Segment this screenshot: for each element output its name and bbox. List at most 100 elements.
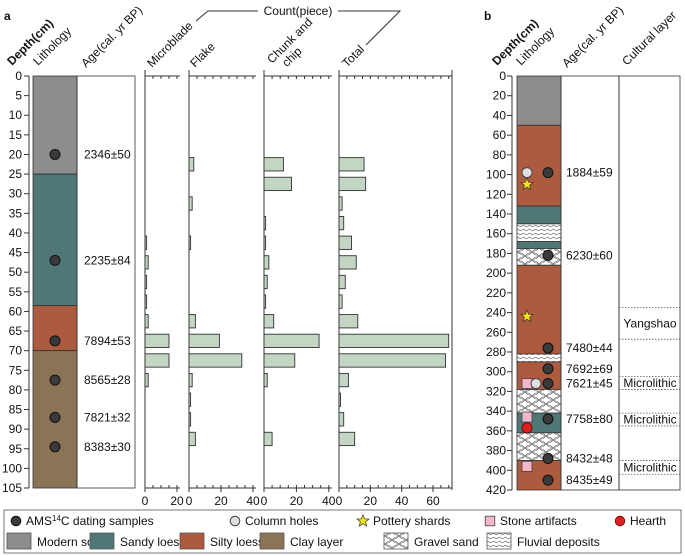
stone-artifact-icon [484, 515, 496, 527]
age-label: 1884±59 [566, 166, 613, 180]
bar [338, 431, 356, 447]
legend: AMS14C dating samples Column holes Pottery… [3, 509, 682, 554]
x-tick-label: 0 [186, 494, 193, 508]
depth-tick-label: 70 [9, 344, 23, 358]
depth-tick-label: 30 [9, 187, 23, 201]
age-label: 8383±30 [84, 440, 131, 454]
bar [144, 274, 148, 290]
lithology-layer-silty-loess [516, 124, 562, 207]
legend-swatch-gravel-sand [383, 532, 409, 550]
stone-artifact-icon [521, 411, 533, 423]
column-hole-icon [229, 515, 241, 527]
legend-label-part: AMS [26, 514, 52, 528]
bar [338, 274, 346, 290]
pottery-shard-icon [520, 309, 534, 323]
depth-tick-label: 25 [9, 167, 23, 181]
depth-tick-label: 20 [9, 147, 23, 161]
legend-label: Sandy loess [120, 535, 185, 549]
bar [263, 157, 284, 172]
depth-tick-label: 105 [2, 481, 22, 495]
bar [188, 372, 193, 388]
stone-artifact-icon [521, 460, 533, 472]
x-tick-label: 20 [214, 494, 228, 508]
bar [338, 372, 349, 388]
x-tick-label: 40 [246, 494, 260, 508]
age-label: 7621±45 [566, 377, 613, 391]
depth-tick-label: 40 [493, 108, 507, 122]
bar [338, 353, 447, 368]
age-label: 8432±48 [566, 451, 613, 465]
ams-dating-sample-icon [49, 441, 61, 453]
x-tick-label: 0 [142, 494, 149, 508]
lithology-layer-sandy-loess [516, 205, 562, 225]
bar [263, 216, 267, 231]
depth-tick-label: 90 [9, 422, 23, 436]
bar-chart-chunk-and-chip: Chunk andchip 0 20 40 [261, 15, 336, 508]
depth-tick-label: 260 [486, 325, 506, 339]
depth-tick-label: 60 [493, 128, 507, 142]
bar [188, 412, 192, 427]
bar [188, 157, 195, 172]
column-hole-icon [530, 378, 542, 390]
depth-tick-label: 55 [9, 285, 23, 299]
legend-label: Stone artifacts [500, 514, 577, 528]
depth-tick-label: 120 [486, 187, 506, 201]
cultural-layer-label: Microlithic [623, 460, 676, 474]
bar [263, 176, 292, 192]
series-header: Flake [187, 39, 218, 70]
x-tick-label: 20 [170, 494, 184, 508]
legend-label: Silty loess [210, 535, 264, 549]
legend-swatch-silty-loess [179, 532, 205, 550]
column-hole-icon [521, 167, 533, 179]
age-label: 8435±49 [566, 473, 613, 487]
age-header: Age(cal. yr BP) [559, 3, 626, 70]
age-label: 7821±32 [84, 410, 131, 424]
age-label: 2346±50 [84, 147, 131, 161]
bar [188, 392, 192, 407]
age-label: 6230±60 [566, 248, 613, 262]
bar [263, 274, 268, 290]
depth-tick-label: 20 [493, 89, 507, 103]
legend-label-part: C dating samples [61, 514, 154, 528]
bar [338, 294, 343, 309]
bar [338, 333, 450, 348]
ams-dating-sample-icon [10, 515, 22, 527]
legend-swatch-fluvial-deposits [486, 532, 512, 550]
bar [144, 235, 148, 250]
x-tick-label: 20 [364, 494, 378, 508]
age-label: 7692±69 [566, 362, 613, 376]
lithology-layer-silty-loess [516, 264, 562, 355]
legend-label: AMS14C dating samples [26, 514, 154, 528]
depth-tick-label: 100 [2, 461, 22, 475]
depth-tick-label: 40 [9, 226, 23, 240]
legend-swatch-clay-layer [259, 532, 285, 550]
bar [263, 353, 296, 368]
bar [144, 294, 148, 309]
lithology-layer-gravel-sand [516, 389, 562, 414]
depth-tick-label: 5 [15, 89, 22, 103]
bar [188, 333, 220, 348]
pottery-shard-icon [520, 177, 534, 191]
count-group-label: Count(piece) [264, 4, 333, 18]
bar [338, 235, 352, 250]
ams-dating-sample-icon [49, 148, 61, 160]
lithology-layer-gravel-sand [516, 432, 562, 461]
x-tick-label: 40 [395, 494, 409, 508]
depth-tick-label: 60 [9, 304, 23, 318]
depth-tick-label: 35 [9, 206, 23, 220]
bar [188, 196, 193, 211]
panel-b-label: b [484, 9, 491, 23]
depth-tick-label: 380 [486, 444, 506, 458]
depth-tick-label: 95 [9, 442, 23, 456]
ams-dating-sample-icon [542, 167, 554, 179]
bar [338, 314, 359, 329]
series-header: Chunk andchip [264, 15, 324, 75]
depth-tick-label: 140 [486, 207, 506, 221]
pottery-shard-icon [356, 513, 370, 527]
ams-dating-sample-icon [542, 378, 554, 390]
ams-dating-sample-icon [542, 474, 554, 486]
depth-tick-label: 400 [486, 463, 506, 477]
depth-tick-label: 200 [486, 266, 506, 280]
